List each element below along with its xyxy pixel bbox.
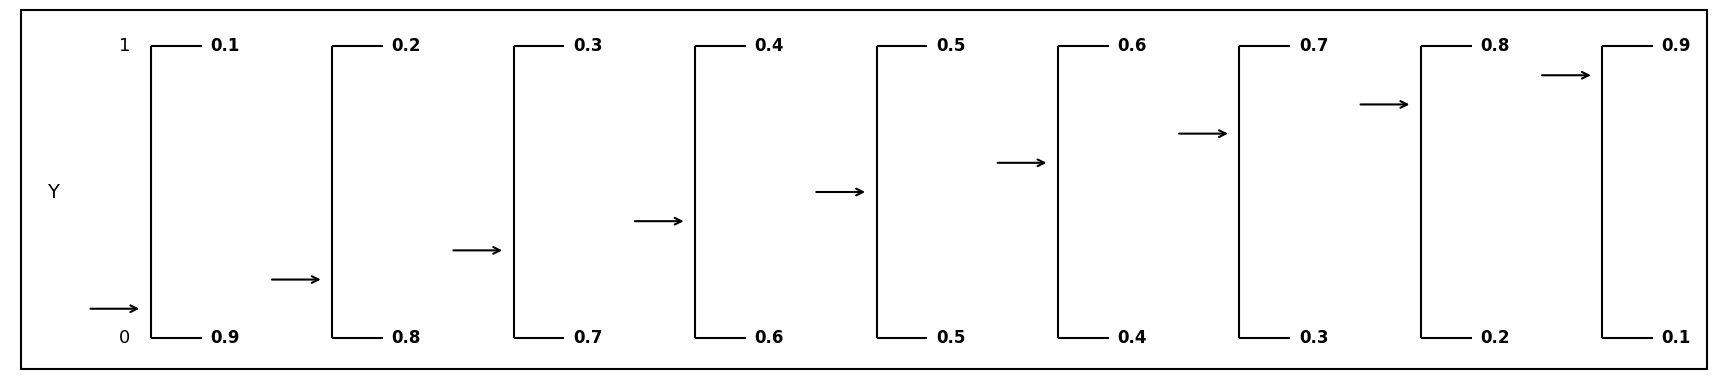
Text: 0.5: 0.5 — [937, 37, 966, 55]
Text: 0.1: 0.1 — [1662, 329, 1692, 347]
Text: 0.6: 0.6 — [1118, 37, 1147, 55]
Text: 0.4: 0.4 — [1118, 329, 1147, 347]
Text: 0.3: 0.3 — [574, 37, 603, 55]
Text: 0.7: 0.7 — [1299, 37, 1329, 55]
Text: 0.7: 0.7 — [574, 329, 603, 347]
Text: 0.2: 0.2 — [1481, 329, 1510, 347]
Text: 0: 0 — [119, 329, 130, 347]
Text: 0.4: 0.4 — [755, 37, 785, 55]
Text: 0.5: 0.5 — [937, 329, 966, 347]
Text: 0.6: 0.6 — [755, 329, 785, 347]
Text: 0.9: 0.9 — [211, 329, 240, 347]
Text: 1: 1 — [119, 37, 130, 55]
Text: Y: Y — [47, 182, 59, 202]
Text: 0.9: 0.9 — [1662, 37, 1692, 55]
Text: 0.3: 0.3 — [1299, 329, 1329, 347]
Text: 0.2: 0.2 — [392, 37, 422, 55]
Text: 0.1: 0.1 — [211, 37, 240, 55]
Text: 0.8: 0.8 — [1481, 37, 1510, 55]
Text: 0.8: 0.8 — [392, 329, 422, 347]
